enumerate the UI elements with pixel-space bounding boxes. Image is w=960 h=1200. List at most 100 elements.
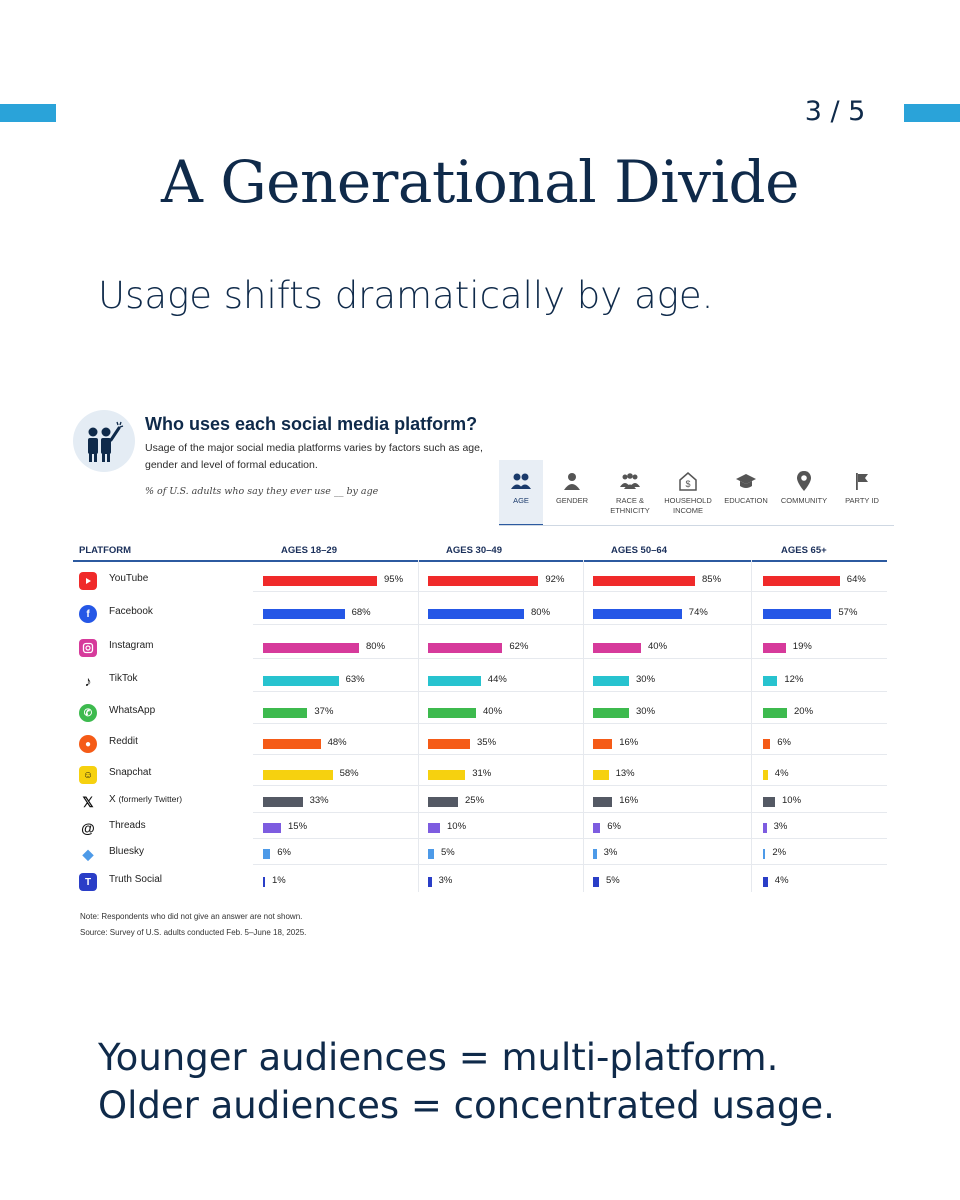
platform-name: Threads — [109, 820, 146, 831]
data-label: 85% — [702, 574, 722, 585]
data-label: 16% — [619, 737, 639, 748]
data-label: 64% — [846, 574, 866, 585]
platform-name: Snapchat — [109, 767, 152, 778]
data-label: 4% — [774, 768, 789, 779]
row-divider — [253, 723, 887, 724]
data-label: 68% — [351, 607, 371, 618]
tab-label: RACE & ETHNICITY — [610, 496, 650, 515]
tabs-divider — [499, 525, 894, 526]
tab-community[interactable]: COMMUNITY — [775, 460, 833, 526]
bar — [763, 770, 768, 780]
data-label: 6% — [607, 821, 621, 832]
data-label: 58% — [339, 768, 359, 779]
bar — [263, 676, 339, 686]
data-label: 16% — [619, 795, 639, 806]
tab-label: GENDER — [555, 496, 589, 505]
bar — [763, 643, 786, 653]
tab-education[interactable]: EDUCATION — [717, 460, 775, 526]
data-label: 35% — [477, 737, 497, 748]
bar — [263, 609, 345, 619]
table-row: 𝕏 X (formerly Twitter) 33% 25% 16% 10% — [73, 791, 887, 813]
data-label: 92% — [545, 574, 565, 585]
bar — [763, 849, 766, 859]
data-label: 4% — [774, 875, 789, 886]
bar — [263, 643, 359, 653]
platform-header: PLATFORM — [79, 545, 132, 556]
data-label: 15% — [288, 821, 308, 832]
data-label: 80% — [366, 641, 386, 652]
table-row: ☺ Snapchat 58% 31% 13% 4% — [73, 764, 887, 786]
bar — [263, 576, 377, 586]
slide-title: A Generational Divide — [161, 148, 799, 216]
bar — [593, 739, 613, 749]
bar — [763, 823, 767, 833]
bar — [763, 576, 840, 586]
tab-label: EDUCATION — [724, 496, 768, 505]
bar — [263, 823, 281, 833]
tab-party-id[interactable]: PARTY ID — [833, 460, 891, 526]
bar — [428, 739, 470, 749]
tab-age[interactable]: AGE — [499, 460, 543, 526]
series-header: AGES 50–64 — [611, 545, 667, 556]
data-label: 5% — [606, 875, 620, 886]
tab-race-ethnicity[interactable]: RACE & ETHNICITY — [601, 460, 659, 526]
data-label: 62% — [509, 641, 529, 652]
platform-name: TikTok — [109, 673, 138, 684]
series-header: AGES 30–49 — [446, 545, 502, 556]
bar — [263, 797, 303, 807]
data-label: 6% — [277, 847, 291, 858]
table-row: ✆ WhatsApp 37% 40% 30% 20% — [73, 702, 887, 724]
data-label: 57% — [838, 607, 858, 618]
bar — [428, 609, 524, 619]
bar — [428, 676, 481, 686]
svg-text:$: $ — [685, 479, 690, 489]
tab-gender[interactable]: GENDER — [543, 460, 601, 526]
data-label: 40% — [648, 641, 668, 652]
reddit-icon: ● — [79, 735, 97, 753]
platform-name: Bluesky — [109, 846, 145, 857]
data-label: 63% — [345, 674, 365, 685]
bar — [763, 739, 771, 749]
table-row: f Facebook 68% 80% 74% 57% — [73, 603, 887, 625]
table-row: Instagram 80% 62% 40% 19% — [73, 637, 887, 659]
bar — [763, 708, 787, 718]
series-header: AGES 18–29 — [281, 545, 337, 556]
row-divider — [253, 785, 887, 786]
column-separator — [418, 560, 419, 892]
panel-description: Usage of the major social media platform… — [145, 442, 483, 471]
data-label: 12% — [784, 674, 804, 685]
tab-label: PARTY ID — [845, 496, 879, 505]
data-label: 44% — [487, 674, 507, 685]
data-label: 10% — [782, 795, 802, 806]
bar — [263, 849, 271, 859]
bar — [593, 576, 695, 586]
tab-label: COMMUNITY — [780, 496, 828, 505]
accent-bar-right — [904, 104, 960, 122]
tab-household-income[interactable]: $ HOUSEHOLD INCOME — [659, 460, 717, 526]
bottom-line-2: Older audiences = concentrated usage. — [98, 1084, 835, 1127]
bar — [428, 797, 458, 807]
people-icon — [510, 470, 532, 492]
data-label: 10% — [447, 821, 467, 832]
platform-name: X (formerly Twitter) — [109, 794, 183, 805]
bar — [428, 643, 503, 653]
chart-panel: Who uses each social media platform? Usa… — [55, 392, 905, 960]
row-divider — [253, 864, 887, 865]
data-label: 13% — [615, 768, 635, 779]
data-label: 6% — [777, 737, 791, 748]
chart-note: Note: Respondents who did not give an an… — [80, 912, 303, 921]
data-label: 1% — [272, 875, 286, 886]
data-label: 3% — [773, 821, 788, 832]
row-divider — [253, 838, 887, 839]
filter-tabs: AGE GENDER RACE & ETHNICITY $ HOUSEHOLD INCO… — [499, 460, 891, 526]
bar — [593, 643, 641, 653]
bar — [593, 676, 629, 686]
data-label: 3% — [438, 875, 453, 886]
table-header: PLATFORM AGES 18–29 AGES 30–49 AGES 50–64 A… — [73, 542, 887, 562]
row-divider — [253, 591, 887, 592]
data-label: 3% — [603, 847, 618, 858]
page-number: 3 / 5 — [804, 96, 866, 127]
row-divider — [253, 812, 887, 813]
data-label: 40% — [483, 706, 503, 717]
data-label: 25% — [465, 795, 485, 806]
